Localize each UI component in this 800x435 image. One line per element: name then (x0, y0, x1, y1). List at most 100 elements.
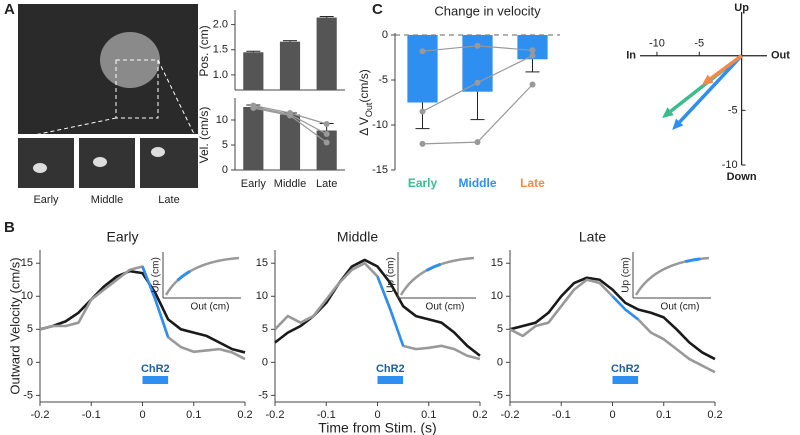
series-line (509, 278, 716, 374)
zoom-box (115, 59, 159, 119)
y-tick-label: -5 (258, 389, 268, 401)
subject-point (474, 79, 481, 86)
series-line (141, 266, 170, 338)
y-tick-label: -10 (372, 119, 388, 131)
x-tick-label: 0.2 (707, 409, 722, 421)
stim-label: ChR2 (611, 363, 640, 375)
y-tick-label: 5 (222, 139, 228, 151)
y-tick-label: 10 (21, 290, 33, 302)
arrow-head (672, 118, 684, 131)
x-tick-label: Early (241, 178, 267, 190)
subject-point (529, 52, 536, 59)
series-line (39, 265, 246, 361)
vector-arrow (678, 54, 743, 124)
photo (79, 138, 135, 188)
panel-label: B (4, 219, 15, 236)
photo-label: Late (158, 194, 179, 206)
series-line (39, 269, 246, 354)
bar (316, 130, 337, 170)
subject-point (529, 81, 536, 88)
x-tick-label: 0 (609, 409, 615, 421)
stim-bar (612, 376, 639, 384)
inset-y-label: Up (cm) (151, 257, 162, 293)
x-tick-label: 0.1 (421, 409, 436, 421)
y-tick-label: 2.0 (213, 18, 228, 30)
inset-trajectory (634, 256, 710, 296)
x-tick-label: -10 (649, 38, 665, 50)
subject-point (474, 139, 481, 146)
y-tick-label: 5 (262, 323, 268, 335)
stim-label: ChR2 (376, 363, 405, 375)
y-tick-label: -5 (23, 389, 33, 401)
y-tick-label: 0 (262, 356, 268, 368)
y-tick-label: 1.5 (213, 44, 228, 56)
y-axis-label-text: Vel. (cm/s) (197, 107, 211, 164)
axis-label: Up (734, 2, 749, 14)
photo-label: Middle (91, 194, 123, 206)
subject-point (529, 47, 536, 54)
subject-point (250, 105, 257, 111)
subject-point (323, 139, 330, 146)
axis-label: Out (771, 50, 790, 62)
panel-label: A (4, 1, 15, 18)
y-tick-label: -10 (722, 159, 738, 171)
x-tick-label: Middle (459, 176, 497, 190)
x-tick-label: 0 (374, 409, 380, 421)
series-line (376, 275, 405, 347)
y-tick-label: -5 (493, 389, 503, 401)
y-axis-label: Δ VOut(cm/s) (357, 69, 374, 136)
inset-stim-segment (164, 256, 240, 296)
y-axis-label: Vel. (cm/s) (197, 107, 211, 164)
y-tick-label: 15 (491, 257, 503, 269)
x-tick-label: -0.2 (501, 409, 520, 421)
y-tick-label: -5 (728, 104, 738, 116)
bar (279, 114, 301, 170)
x-tick-label: 0.1 (656, 409, 671, 421)
subject-point (419, 108, 426, 115)
x-tick-label: Late (520, 176, 545, 190)
y-tick-label: 5 (27, 323, 33, 335)
subject-point (323, 121, 330, 127)
stim-label: ChR2 (141, 363, 170, 375)
x-tick-label: -0.2 (266, 409, 285, 421)
bar (243, 107, 264, 170)
chart-title: Early (107, 229, 139, 245)
x-tick-label: -0.1 (82, 409, 101, 421)
y-tick-label: 0 (497, 356, 503, 368)
bar (243, 52, 264, 90)
y-axis-label: Outward Velocity (cm/s) (7, 257, 22, 394)
x-tick-label: Late (316, 178, 337, 190)
y-axis-label-text: Δ V (357, 117, 371, 136)
bar (279, 41, 301, 90)
photos: Early Middle Late (18, 4, 198, 206)
y-axis-label: Pos. (cm) (197, 25, 211, 76)
x-tick-label: 0 (139, 409, 145, 421)
x-tick-label: 0.1 (186, 409, 201, 421)
inset-x-label: Out (cm) (426, 302, 465, 313)
inset-stim-segment (634, 256, 710, 296)
photo-paw (151, 147, 165, 157)
photo (18, 138, 74, 188)
x-tick-label: -0.2 (31, 409, 50, 421)
x-tick-label: 0.2 (237, 409, 252, 421)
subject-point (323, 131, 330, 137)
y-tick-label: 10 (256, 290, 268, 302)
y-tick-label: 0 (222, 164, 228, 176)
x-tick-label: Early (408, 176, 438, 190)
y-tick-label: 0 (382, 29, 388, 41)
inset-trajectory (399, 256, 475, 296)
y-tick-label: 1.0 (213, 69, 228, 81)
subject-point (474, 42, 481, 49)
chart-title: Late (579, 229, 606, 245)
x-tick-label: Middle (274, 178, 306, 190)
bar (316, 17, 337, 90)
y-tick-label: 10 (216, 114, 228, 126)
arrow-head (662, 107, 674, 119)
zoom-line (157, 59, 197, 139)
stim-bar (142, 376, 169, 384)
y-tick-label: 5 (497, 323, 503, 335)
x-tick-label: -5 (694, 38, 704, 50)
subject-point (419, 140, 426, 147)
y-tick-label: -5 (378, 74, 388, 86)
